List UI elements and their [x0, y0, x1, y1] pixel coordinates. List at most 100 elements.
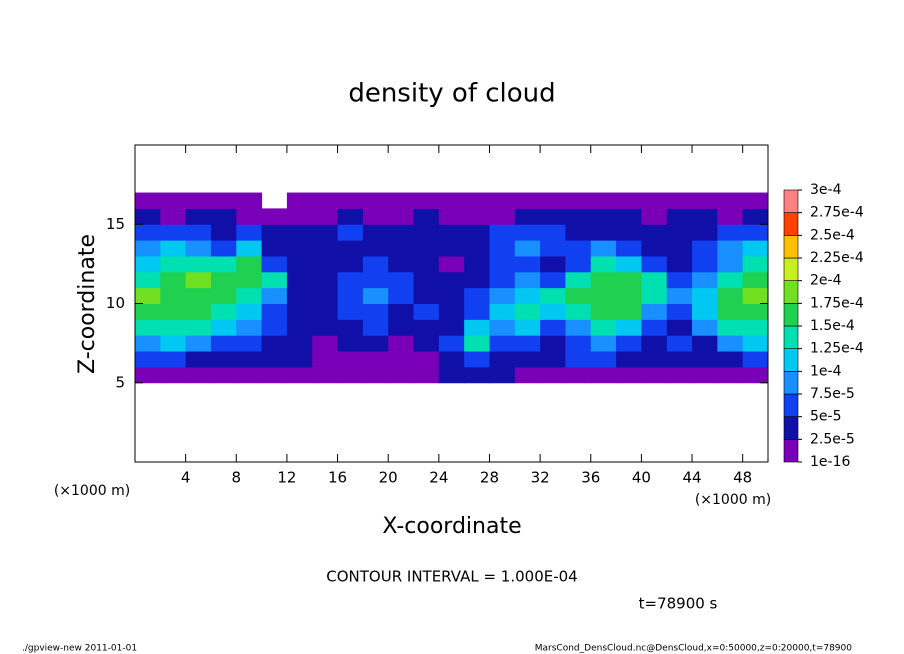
heat-cell — [540, 319, 566, 336]
heat-cell — [540, 192, 566, 209]
heat-cell — [717, 208, 744, 225]
heat-cell — [236, 351, 263, 368]
heat-cell — [413, 366, 440, 384]
heat-cell — [135, 319, 161, 336]
heat-cell — [717, 224, 744, 241]
colorbar-box — [783, 371, 799, 395]
heat-cell — [210, 366, 237, 384]
heat-cell — [312, 240, 339, 257]
heat-cell — [261, 224, 288, 241]
heat-cell — [666, 255, 693, 273]
heat-cell — [388, 255, 415, 273]
heat-cell — [312, 366, 339, 384]
colorbar-box — [783, 280, 799, 304]
x-tick-label: 12 — [277, 469, 296, 487]
heat-cell — [337, 351, 364, 368]
heat-cell — [337, 303, 364, 320]
heat-cell — [362, 319, 389, 336]
heat-cell — [616, 271, 642, 289]
chart-title: density of cloud — [348, 79, 555, 109]
heat-cell — [489, 335, 516, 352]
heat-cell — [616, 287, 642, 304]
heat-cell — [514, 366, 541, 384]
heat-cell — [464, 366, 490, 384]
heat-cell — [160, 319, 187, 336]
heat-cell — [540, 287, 566, 304]
x-tick-label: 44 — [682, 469, 701, 487]
heat-cell — [185, 192, 212, 209]
colorbar-box — [783, 212, 799, 236]
heat-cell — [565, 351, 592, 368]
heat-cell — [388, 335, 415, 352]
heat-cell — [464, 287, 490, 304]
heat-cell — [464, 224, 490, 241]
heat-cell — [590, 240, 617, 257]
heat-cell — [337, 224, 364, 241]
footer-right: MarsCond_DensCloud.nc@DensCloud,x=0:5000… — [535, 644, 852, 654]
heat-cell — [438, 208, 465, 225]
heat-cell — [160, 192, 187, 209]
heat-cell — [236, 287, 263, 304]
heat-cell — [666, 303, 693, 320]
heat-cell — [742, 351, 769, 368]
heat-cell — [590, 303, 617, 320]
heat-cell — [666, 224, 693, 241]
heat-cell — [438, 319, 465, 336]
colorbar-box — [783, 439, 799, 463]
heat-cell — [160, 303, 187, 320]
heat-cell — [388, 319, 415, 336]
heat-cell — [742, 319, 769, 336]
heat-cell — [135, 192, 161, 209]
heat-cell — [666, 208, 693, 225]
heat-cell — [616, 224, 642, 241]
heat-cell — [337, 208, 364, 225]
heat-cell — [616, 240, 642, 257]
heat-cell — [362, 335, 389, 352]
heat-cell — [185, 319, 212, 336]
heat-cell — [210, 240, 237, 257]
heat-cell — [185, 271, 212, 289]
heat-cell — [210, 255, 237, 273]
heat-cell — [286, 303, 313, 320]
heat-cell — [717, 271, 744, 289]
heat-cell — [717, 366, 744, 384]
heat-cell — [362, 366, 389, 384]
heat-cell — [590, 351, 617, 368]
heat-cell — [236, 208, 263, 225]
heat-cell — [160, 255, 187, 273]
heat-cell — [742, 240, 769, 257]
heat-cell — [590, 255, 617, 273]
heat-cell — [413, 319, 440, 336]
heat-cell — [717, 192, 744, 209]
heat-cell — [742, 366, 769, 384]
colorbar-label: 1.25e-4 — [810, 341, 864, 357]
heat-cell — [185, 240, 212, 257]
colorbar-label: 2.5e-5 — [810, 431, 855, 447]
heat-cell — [210, 208, 237, 225]
heat-cell — [540, 335, 566, 352]
heat-cell — [261, 271, 288, 289]
heat-cell — [210, 192, 237, 209]
heat-cell — [210, 224, 237, 241]
heat-cell — [565, 255, 592, 273]
heat-cell — [692, 271, 718, 289]
colorbar-label: 1e-16 — [810, 454, 850, 470]
heat-cell — [514, 271, 541, 289]
x-tick-label: 8 — [232, 469, 242, 487]
heat-cell — [185, 255, 212, 273]
heat-cell — [135, 208, 161, 225]
heat-cell — [464, 335, 490, 352]
heat-cell — [438, 287, 465, 304]
heat-cell — [489, 192, 516, 209]
heat-cell — [413, 271, 440, 289]
heat-cell — [742, 287, 769, 304]
colorbar-box — [783, 416, 799, 440]
heat-cell — [362, 303, 389, 320]
heat-cell — [666, 192, 693, 209]
heat-cell — [616, 208, 642, 225]
heat-cell — [185, 287, 212, 304]
heat-cell — [286, 240, 313, 257]
heat-cell — [261, 335, 288, 352]
heat-cell — [641, 351, 668, 368]
heat-cell — [641, 192, 668, 209]
